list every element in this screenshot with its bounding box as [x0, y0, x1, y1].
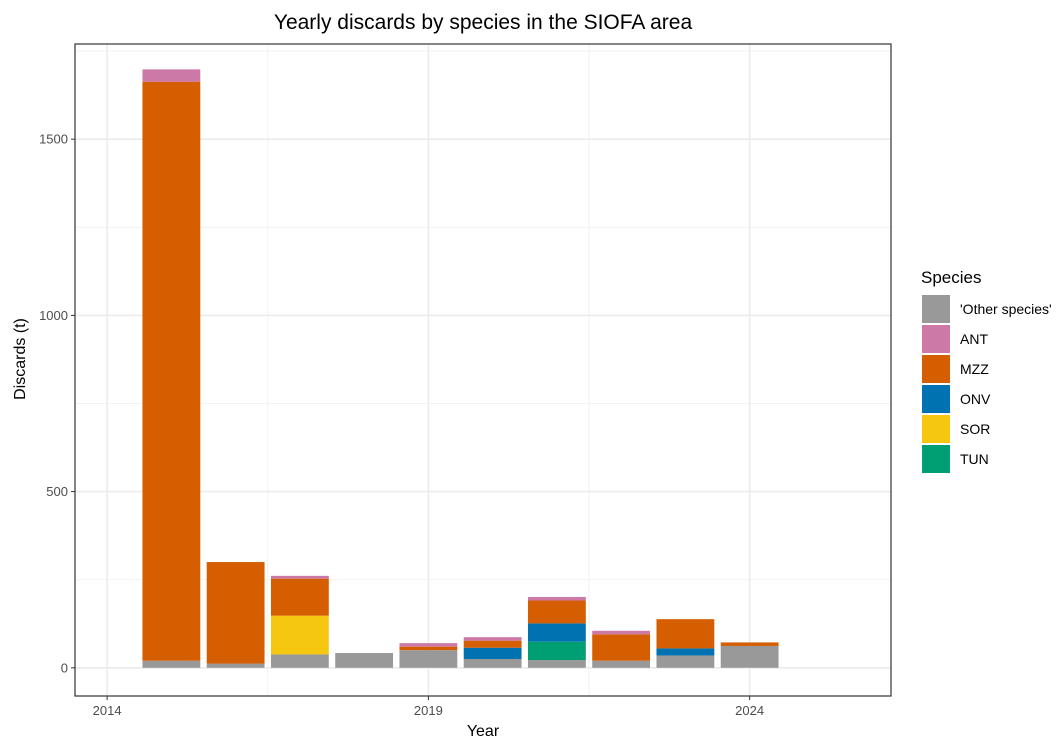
bar-segment	[399, 643, 458, 647]
bar-segment	[463, 658, 522, 668]
legend-key	[922, 445, 950, 473]
legend-label: ONV	[960, 391, 991, 407]
bar-segment	[656, 648, 715, 656]
bar-segment	[592, 634, 651, 661]
bar-segment	[270, 578, 329, 616]
legend-label: TUN	[960, 451, 989, 467]
legend-key	[922, 355, 950, 383]
y-tick-label: 0	[61, 660, 68, 675]
bar-segment	[527, 623, 586, 642]
bar-segment	[270, 654, 329, 668]
bar-segment	[270, 615, 329, 655]
legend-key	[922, 295, 950, 323]
chart-title: Yearly discards by species in the SIOFA …	[274, 11, 693, 34]
legend-label: SOR	[960, 421, 990, 437]
legend-key	[922, 325, 950, 353]
bar-segment	[399, 650, 458, 668]
bar-segment	[527, 660, 586, 668]
bar-segment	[399, 646, 458, 651]
bar-segment	[592, 630, 651, 635]
y-tick-label: 1000	[39, 308, 68, 323]
legend-key	[922, 415, 950, 443]
plot-border	[74, 43, 892, 697]
bar-segment	[592, 660, 651, 668]
y-tick-label: 500	[46, 484, 68, 499]
bar-segment	[142, 69, 201, 82]
bar-segment	[463, 640, 522, 648]
bar-segment	[720, 642, 779, 646]
bar-segment	[142, 660, 201, 668]
bar-segment	[270, 575, 329, 579]
bar-segment	[463, 647, 522, 659]
x-axis-title: Year	[467, 723, 500, 740]
bar-segment	[527, 641, 586, 661]
legend-label: MZZ	[960, 361, 989, 377]
bar-segment	[527, 596, 586, 601]
bar-segment	[206, 663, 265, 668]
bar-segment	[527, 600, 586, 624]
legend-title: Species	[921, 268, 981, 287]
x-tick-label: 2024	[735, 703, 764, 718]
bar-segment	[142, 81, 201, 661]
y-axis-title: Discards (t)	[12, 318, 29, 400]
bar-segment	[720, 645, 779, 668]
bar-segment	[206, 562, 265, 664]
bar-segment	[335, 653, 394, 668]
legend-key	[922, 385, 950, 413]
legend-label: 'Other species'	[960, 301, 1052, 317]
bar-segment	[656, 655, 715, 668]
x-tick-label: 2014	[93, 703, 122, 718]
legend-label: ANT	[960, 331, 988, 347]
bar-segment	[656, 619, 715, 649]
y-tick-label: 1500	[39, 132, 68, 147]
x-tick-label: 2019	[414, 703, 443, 718]
bar-segment	[463, 637, 522, 641]
